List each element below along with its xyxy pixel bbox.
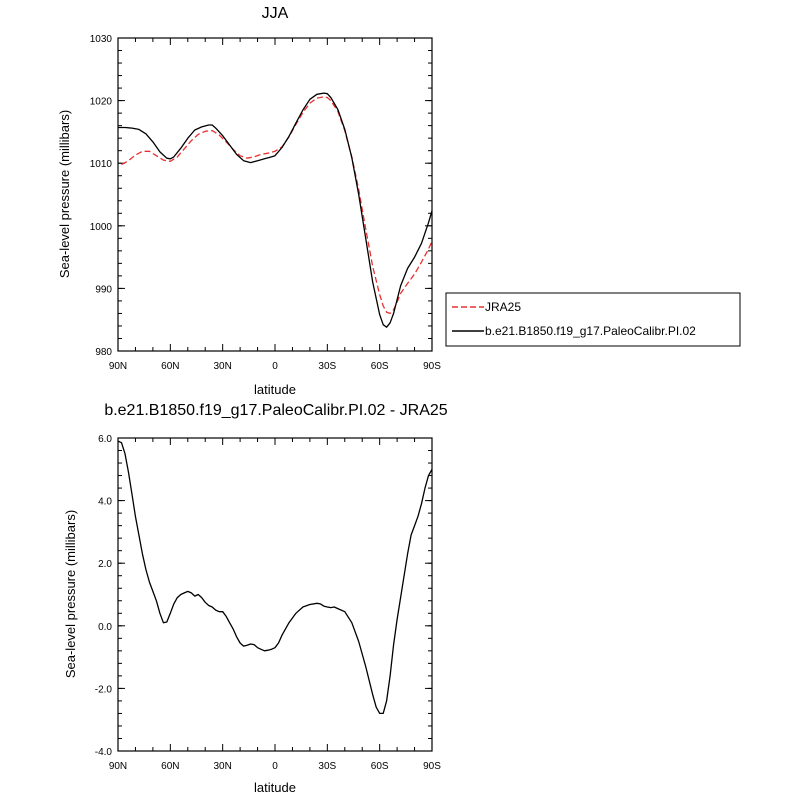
top-y-tick-label: 1010 <box>90 159 113 170</box>
top-chart-title: JJA <box>262 5 289 22</box>
top-x-tick-label: 60N <box>161 361 179 372</box>
bottom-y-tick-label: 6.0 <box>98 434 112 445</box>
bottom-y-tick-label: -2.0 <box>95 684 113 695</box>
top-chart-xlabel: latitude <box>254 382 296 397</box>
bottom-y-tick-label: 0.0 <box>98 622 112 633</box>
legend: JRA25 b.e21.B1850.f19_g17.PaleoCalibr.PI… <box>445 292 741 347</box>
top-y-tick-label: 1000 <box>90 222 113 233</box>
top-x-tick-label: 30N <box>213 361 231 372</box>
bottom-chart-series <box>117 440 433 715</box>
legend-box <box>445 292 741 347</box>
bottom-series-line-0 <box>117 440 433 715</box>
top-line-chart: JJA Sea-level pressure (millibars) latit… <box>57 5 741 397</box>
top-x-tick-label: 90N <box>109 361 127 372</box>
top-x-tick-label: 90S <box>423 361 441 372</box>
top-x-tick-label: 30S <box>318 361 336 372</box>
bottom-x-tick-label: 30N <box>213 761 231 772</box>
top-y-tick-label: 990 <box>95 284 112 295</box>
bottom-x-tick-label: 0 <box>272 761 278 772</box>
bottom-x-tick-label: 90S <box>423 761 441 772</box>
bottom-x-tick-label: 30S <box>318 761 336 772</box>
legend-label-model: b.e21.B1850.f19_g17.PaleoCalibr.PI.02 <box>485 324 696 338</box>
bottom-x-tick-label: 60N <box>161 761 179 772</box>
top-chart-frame <box>117 37 433 352</box>
top-chart-series <box>118 92 433 328</box>
bottom-y-tick-label: 2.0 <box>98 559 112 570</box>
bottom-line-chart: b.e21.B1850.f19_g17.PaleoCalibr.PI.02 - … <box>63 402 448 795</box>
top-y-tick-label: 980 <box>95 347 112 358</box>
bottom-x-tick-label: 60S <box>371 761 389 772</box>
bottom-chart-ylabel: Sea-level pressure (millibars) <box>63 510 78 678</box>
legend-label-jra25: JRA25 <box>485 300 521 314</box>
bottom-chart-xlabel: latitude <box>254 780 296 795</box>
top-chart-ticks: 90N 60N 30N 0 30S 60S 90S 980 990 1000 1010 1020 103… <box>90 34 441 372</box>
bottom-chart-frame <box>117 437 433 752</box>
top-x-tick-label: 0 <box>272 361 278 372</box>
bottom-chart-title: b.e21.B1850.f19_g17.PaleoCalibr.PI.02 - … <box>104 402 447 419</box>
bottom-y-tick-label: 4.0 <box>98 497 112 508</box>
top-series-line-0 <box>121 96 433 315</box>
bottom-y-tick-label: -4.0 <box>95 747 113 758</box>
top-series-line-1 <box>118 92 433 328</box>
bottom-x-tick-label: 90N <box>109 761 127 772</box>
top-y-tick-label: 1020 <box>90 97 113 108</box>
top-y-tick-label: 1030 <box>90 34 113 45</box>
top-chart-ylabel: Sea-level pressure (millibars) <box>57 110 72 278</box>
top-x-tick-label: 60S <box>371 361 389 372</box>
bottom-chart-ticks: 90N 60N 30N 0 30S 60S 90S -4.0 -2.0 0.0 2.0 4.0 6.0 <box>95 434 441 772</box>
